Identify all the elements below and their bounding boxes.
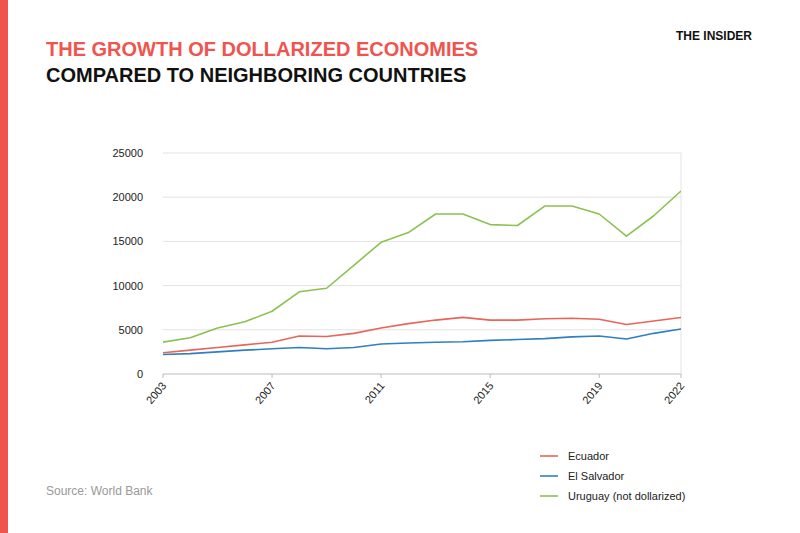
y-tick-label: 10000 (112, 280, 143, 292)
x-tick (599, 374, 600, 378)
x-tick-label: 2022 (662, 380, 687, 406)
series-line (163, 329, 681, 355)
accent-bar (0, 0, 8, 533)
x-tick-label: 2015 (471, 380, 496, 406)
title: THE GROWTH OF DOLLARIZED ECONOMIES (46, 38, 478, 60)
legend-label: El Salvador (568, 470, 625, 482)
subtitle: COMPARED TO NEIGHBORING COUNTRIES (46, 64, 466, 86)
legend-label: Ecuador (568, 450, 609, 462)
plot-frame (681, 153, 682, 374)
x-tick (681, 374, 682, 378)
x-tick (272, 374, 273, 378)
logo: THE INSIDER (676, 29, 752, 43)
y-tick-label: 5000 (119, 324, 143, 336)
legend-swatch (540, 455, 558, 457)
chart: THE GROWTH OF DOLLARIZED ECONOMIES COMPAR… (0, 0, 800, 533)
grid-line (163, 285, 681, 286)
series-line (163, 191, 681, 342)
x-tick (163, 374, 164, 378)
legend-swatch (540, 475, 558, 477)
grid-line (163, 241, 681, 242)
grid-line (163, 153, 681, 154)
x-tick (381, 374, 382, 378)
grid-line (163, 197, 681, 198)
plot-marks (163, 191, 681, 355)
y-tick-label: 20000 (112, 191, 143, 203)
x-tick-label: 2011 (362, 380, 386, 406)
x-tick-label: 2007 (253, 380, 278, 406)
legend-swatch (540, 495, 558, 497)
legend-label: Uruguay (not dollarized) (568, 490, 685, 502)
grid-line (163, 374, 681, 375)
x-tick-label: 2019 (580, 380, 605, 406)
grid-line (163, 329, 681, 330)
y-tick-label: 15000 (112, 235, 143, 247)
y-tick-label: 0 (137, 368, 143, 380)
y-tick-label: 25000 (112, 147, 143, 159)
x-tick (490, 374, 491, 378)
x-tick-label: 2003 (144, 380, 169, 406)
source: Source: World Bank (46, 484, 153, 498)
